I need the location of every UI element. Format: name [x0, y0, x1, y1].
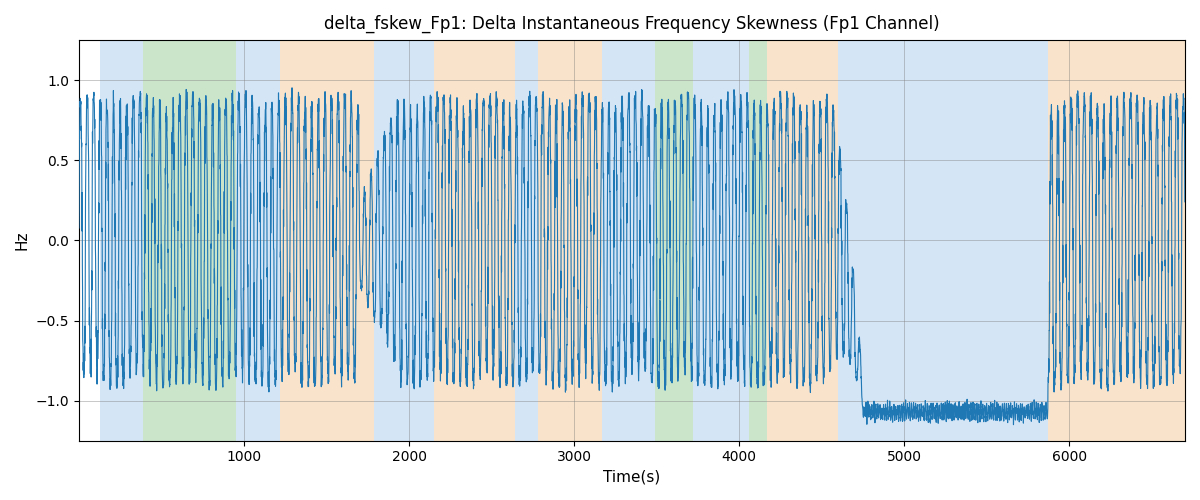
Y-axis label: Hz: Hz [14, 230, 30, 250]
Bar [1048, 40, 1109, 440]
Bar [839, 40, 863, 440]
Bar [374, 40, 434, 440]
Bar [281, 40, 374, 440]
Bar [235, 40, 281, 440]
Bar [655, 40, 694, 440]
Bar [143, 40, 235, 440]
Bar [749, 40, 767, 440]
Bar [602, 40, 655, 440]
Title: delta_fskew_Fp1: Delta Instantaneous Frequency Skewness (Fp1 Channel): delta_fskew_Fp1: Delta Instantaneous Fre… [324, 15, 940, 34]
Bar [515, 40, 538, 440]
Bar [434, 40, 515, 440]
Bar [694, 40, 749, 440]
Bar [538, 40, 602, 440]
Bar [101, 40, 143, 440]
X-axis label: Time(s): Time(s) [604, 470, 660, 485]
Bar [1109, 40, 1186, 440]
Bar [767, 40, 839, 440]
Bar [863, 40, 1048, 440]
